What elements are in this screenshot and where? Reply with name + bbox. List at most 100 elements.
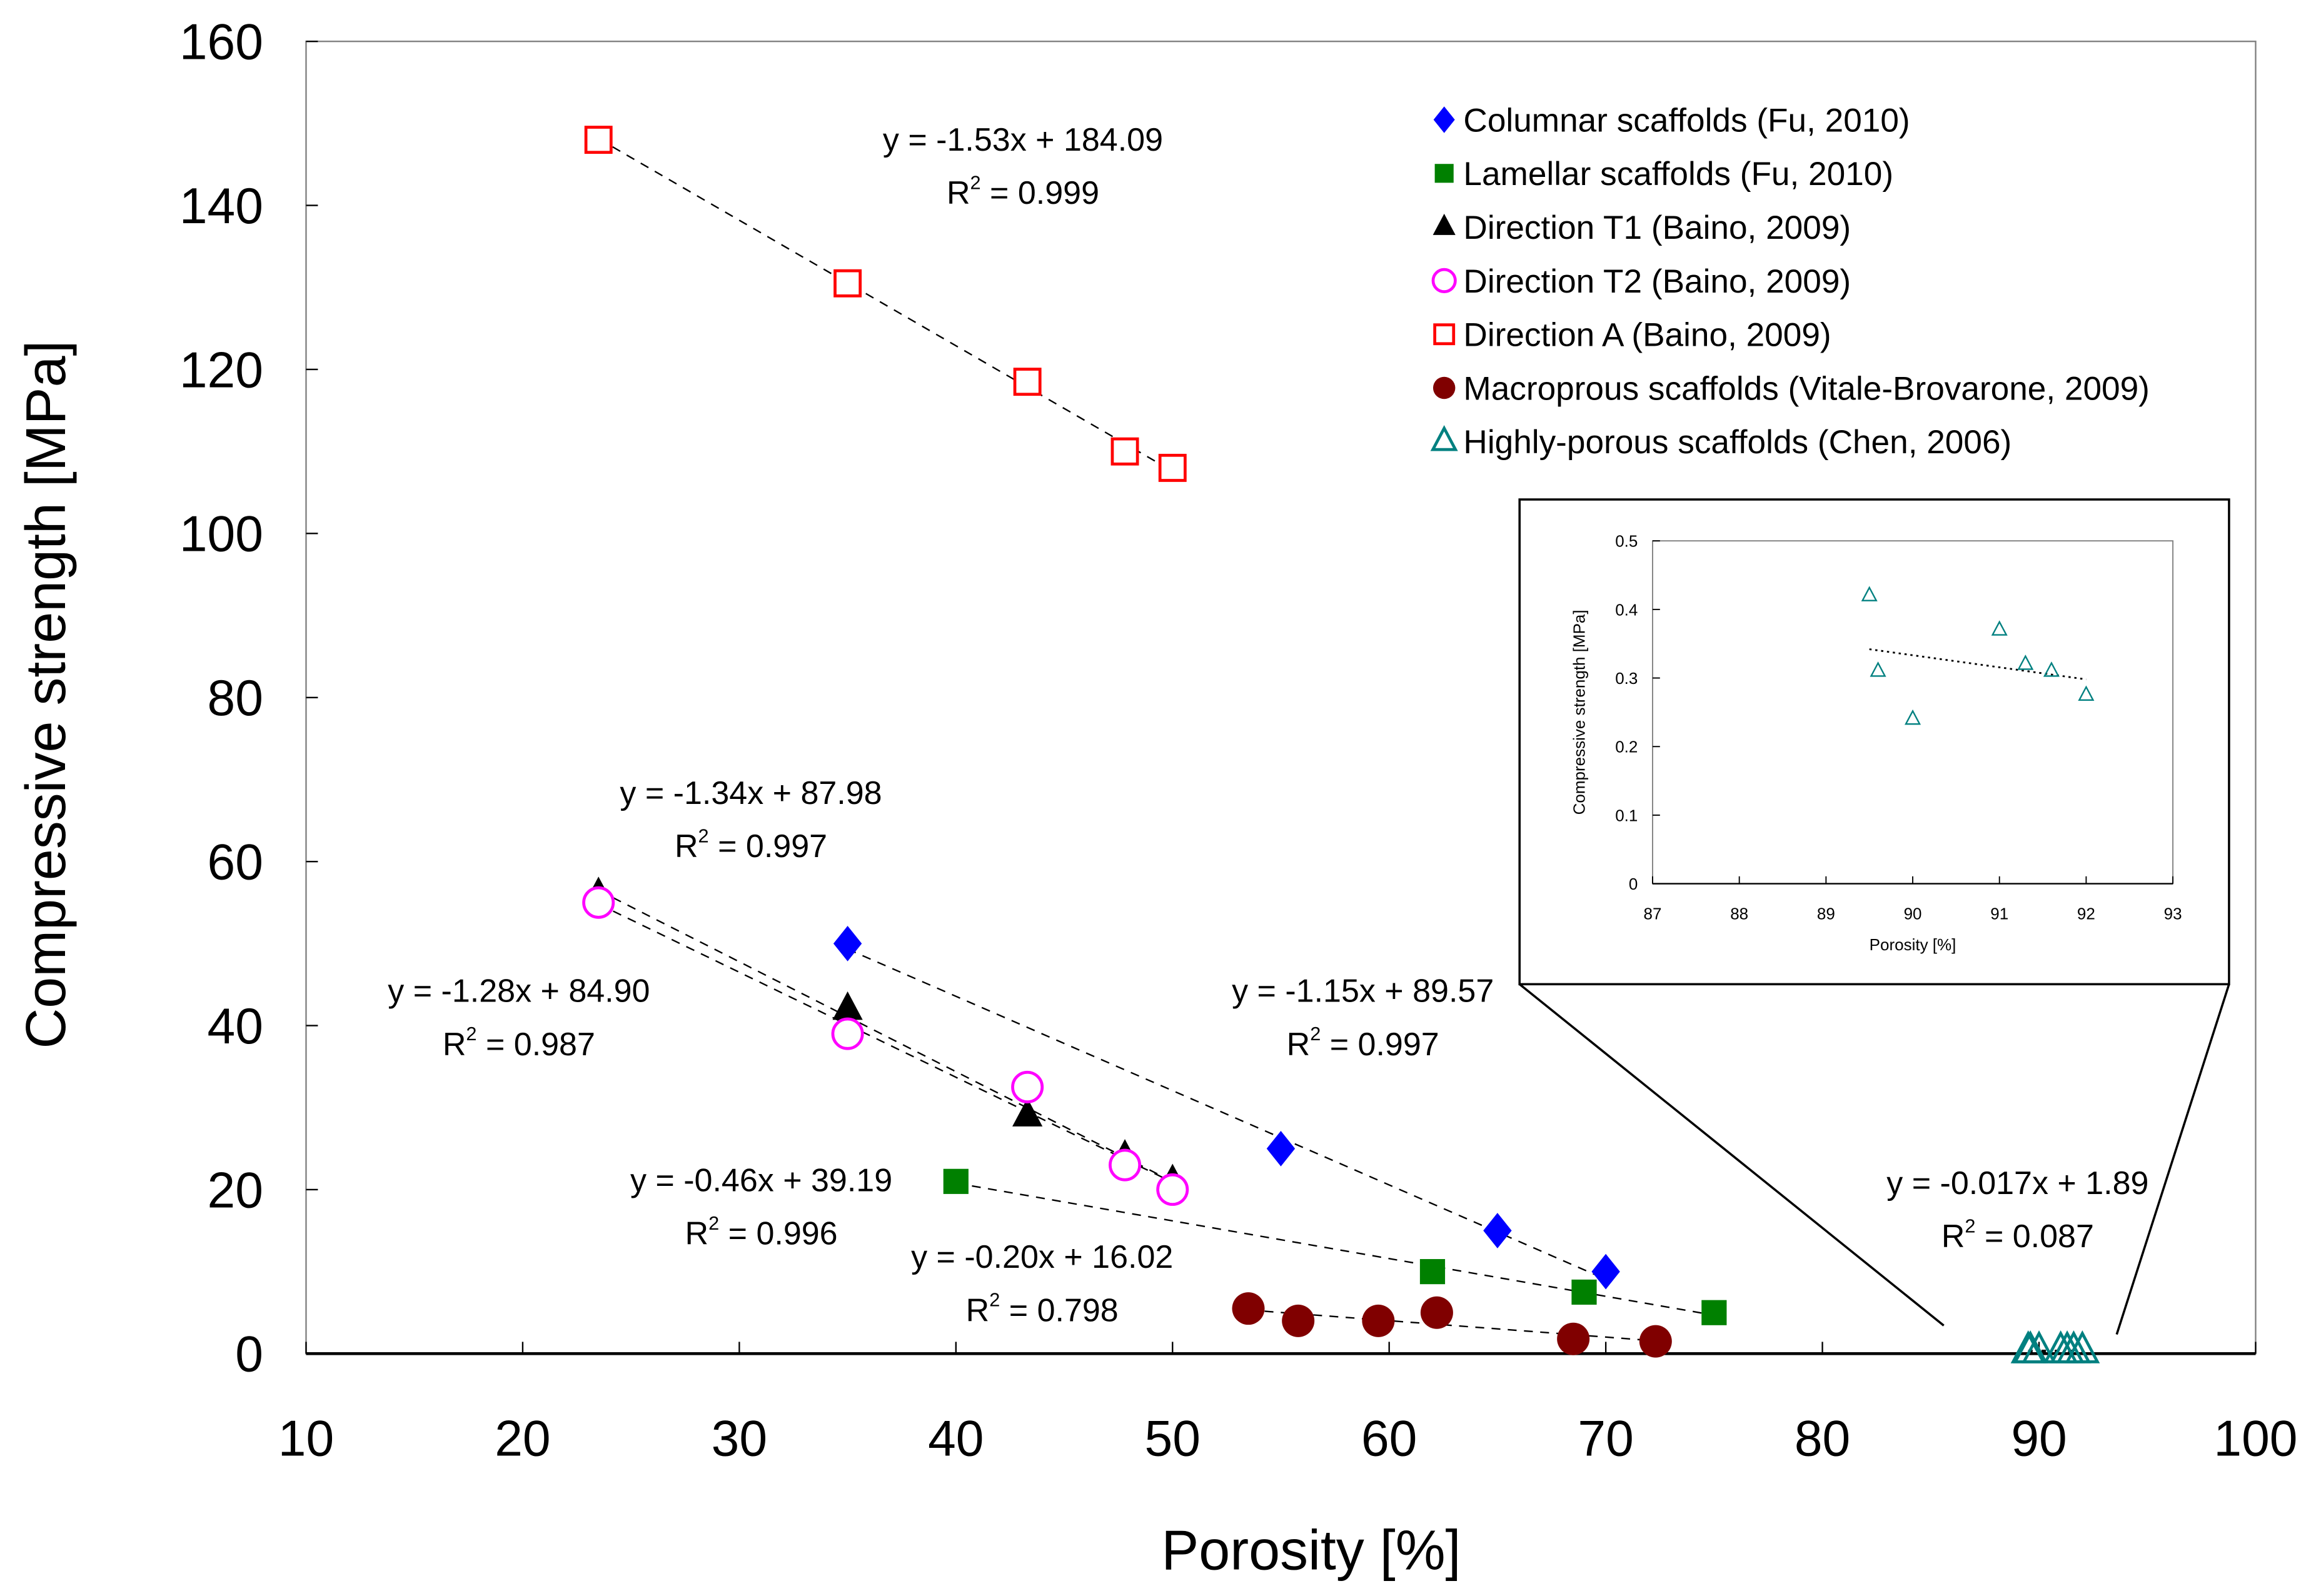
data-point [1109, 1148, 1142, 1182]
legend: Columnar scaffolds (Fu, 2010) Lamellar sc… [1430, 102, 2150, 461]
y-tick-label: 80 [208, 670, 263, 726]
y-tick-label: 160 [179, 14, 263, 71]
inset-x-axis-title: Porosity [%] [1870, 935, 1956, 954]
y-tick-label: 20 [208, 1162, 263, 1218]
inset-data-point [1861, 586, 1878, 601]
data-point [831, 1017, 864, 1050]
data-point [1419, 1259, 1446, 1285]
inset-data-point [1870, 661, 1886, 677]
x-tick-label: 100 [2213, 1410, 2297, 1467]
inset-y-tick-label: 0.1 [1615, 806, 1638, 825]
legend-label: Direction T2 (Baino, 2009) [1463, 263, 1851, 300]
inset-y-tick-label: 0.4 [1615, 600, 1638, 619]
inset-x-tick-label: 87 [1644, 904, 1662, 923]
legend-item: Lamellar scaffolds (Fu, 2010) [1434, 156, 1893, 193]
legend-marker [1433, 323, 1456, 346]
inset-x-tick-label: 91 [1990, 904, 2008, 923]
data-point [1012, 1098, 1043, 1127]
legend-label: Highly-porous scaffolds (Chen, 2006) [1463, 424, 2011, 461]
trendline [598, 903, 1173, 1183]
y-tick-label: 100 [179, 506, 263, 563]
data-point [1282, 1304, 1315, 1337]
legend-marker [1434, 164, 1454, 183]
x-tick-label: 20 [495, 1410, 550, 1467]
x-axis-title: Porosity [%] [1161, 1519, 1461, 1582]
trend-r-squared: R2 = 0.987 [443, 1023, 595, 1063]
x-tick-label: 60 [1361, 1410, 1417, 1467]
trend-annotations: y = -1.15x + 89.57 R2 = 0.997 y = -0.46x +… [388, 122, 2148, 1328]
y-axis-title: Compressive strength [MPa] [15, 340, 78, 1048]
data-point [943, 1168, 969, 1194]
legend-marker [1433, 106, 1455, 133]
x-tick-label: 80 [1795, 1410, 1850, 1467]
trend-equation: y = -1.53x + 184.09 [883, 122, 1163, 158]
trend-r-squared: R2 = 0.997 [1287, 1023, 1439, 1063]
inset-data-point [2078, 685, 2095, 701]
data-point [1110, 437, 1139, 466]
x-tick-label: 90 [2011, 1410, 2067, 1467]
data-point [1420, 1296, 1453, 1329]
zoom-connector-left [1519, 983, 1945, 1327]
data-point [833, 925, 862, 961]
data-point [1701, 1300, 1727, 1325]
data-point [1266, 1130, 1296, 1167]
legend-label: Direction A (Baino, 2009) [1463, 317, 1831, 354]
legend-label: Direction T1 (Baino, 2009) [1463, 209, 1851, 246]
y-tick-label: 0 [235, 1327, 263, 1383]
y-tick-label: 60 [208, 835, 263, 891]
data-point [1362, 1304, 1395, 1337]
data-point [1232, 1292, 1265, 1325]
trend-equation: y = -1.28x + 84.90 [388, 973, 650, 1010]
data-point [2021, 1330, 2057, 1363]
y-tick-label: 120 [179, 342, 263, 398]
trendline [847, 948, 1606, 1280]
inset-data-point [1991, 620, 2008, 636]
legend-label: Columnar scaffolds (Fu, 2010) [1463, 102, 1910, 139]
data-point [1013, 368, 1042, 396]
trend-equation: y = -0.46x + 39.19 [630, 1162, 892, 1198]
legend-label: Macroprous scaffolds (Vitale-Brovarone, … [1463, 370, 2149, 407]
inset-y-tick-label: 0.3 [1615, 669, 1638, 688]
x-axis-ticks: 10 20 30 40 50 60 70 80 90 100 [278, 1342, 2298, 1467]
data-point [1011, 1070, 1044, 1103]
trendline [598, 138, 1173, 472]
legend-marker [1432, 376, 1456, 399]
zoom-connector-right [2115, 983, 2230, 1335]
trend-equation: y = -0.017x + 1.89 [1886, 1165, 2148, 1202]
y-tick-label: 40 [208, 998, 263, 1055]
inset-chart: 87 88 89 90 91 92 93 0 0.1 0.2 0.3 0.4 0.5 Porosity … [1518, 498, 2230, 986]
inset-y-tick-label: 0.5 [1615, 532, 1638, 551]
inset-data-point [2017, 655, 2034, 670]
data-point [1639, 1325, 1672, 1358]
data-point [832, 991, 863, 1020]
trend-r-squared: R2 = 0.997 [675, 825, 827, 865]
trendline [1248, 1309, 1656, 1342]
legend-item: Direction T1 (Baino, 2009) [1432, 209, 1851, 246]
inset-x-tick-label: 88 [1730, 904, 1748, 923]
inset-x-tick-label: 89 [1817, 904, 1835, 923]
data-point [1156, 1173, 1189, 1206]
data-point [1557, 1322, 1590, 1355]
legend-item: Columnar scaffolds (Fu, 2010) [1433, 102, 1910, 139]
y-axis-ticks: 0 20 40 60 80 100 120 140 160 [179, 14, 318, 1383]
legend-item: Highly-porous scaffolds (Chen, 2006) [1430, 424, 2011, 461]
data-point [582, 886, 615, 919]
trend-equation: y = -1.34x + 87.98 [620, 775, 882, 811]
data-point [833, 269, 862, 298]
inset-y-tick-label: 0 [1629, 875, 1638, 893]
inset-ticks: 87 88 89 90 91 92 93 0 0.1 0.2 0.3 0.4 0.5 [1615, 532, 2182, 923]
x-tick-label: 30 [712, 1410, 767, 1467]
data-point [584, 126, 613, 154]
inset-data-points [1861, 586, 2095, 725]
data-point [1483, 1213, 1512, 1248]
x-tick-label: 50 [1145, 1410, 1201, 1467]
trend-r-squared: R2 = 0.999 [947, 172, 1099, 212]
x-tick-label: 10 [278, 1410, 334, 1467]
trend-r-squared: R2 = 0.996 [685, 1212, 838, 1252]
legend-label: Lamellar scaffolds (Fu, 2010) [1463, 156, 1893, 193]
legend-item: Direction A (Baino, 2009) [1433, 317, 1831, 354]
data-point [2065, 1330, 2100, 1363]
data-point [1591, 1253, 1620, 1290]
x-tick-label: 70 [1578, 1410, 1633, 1467]
